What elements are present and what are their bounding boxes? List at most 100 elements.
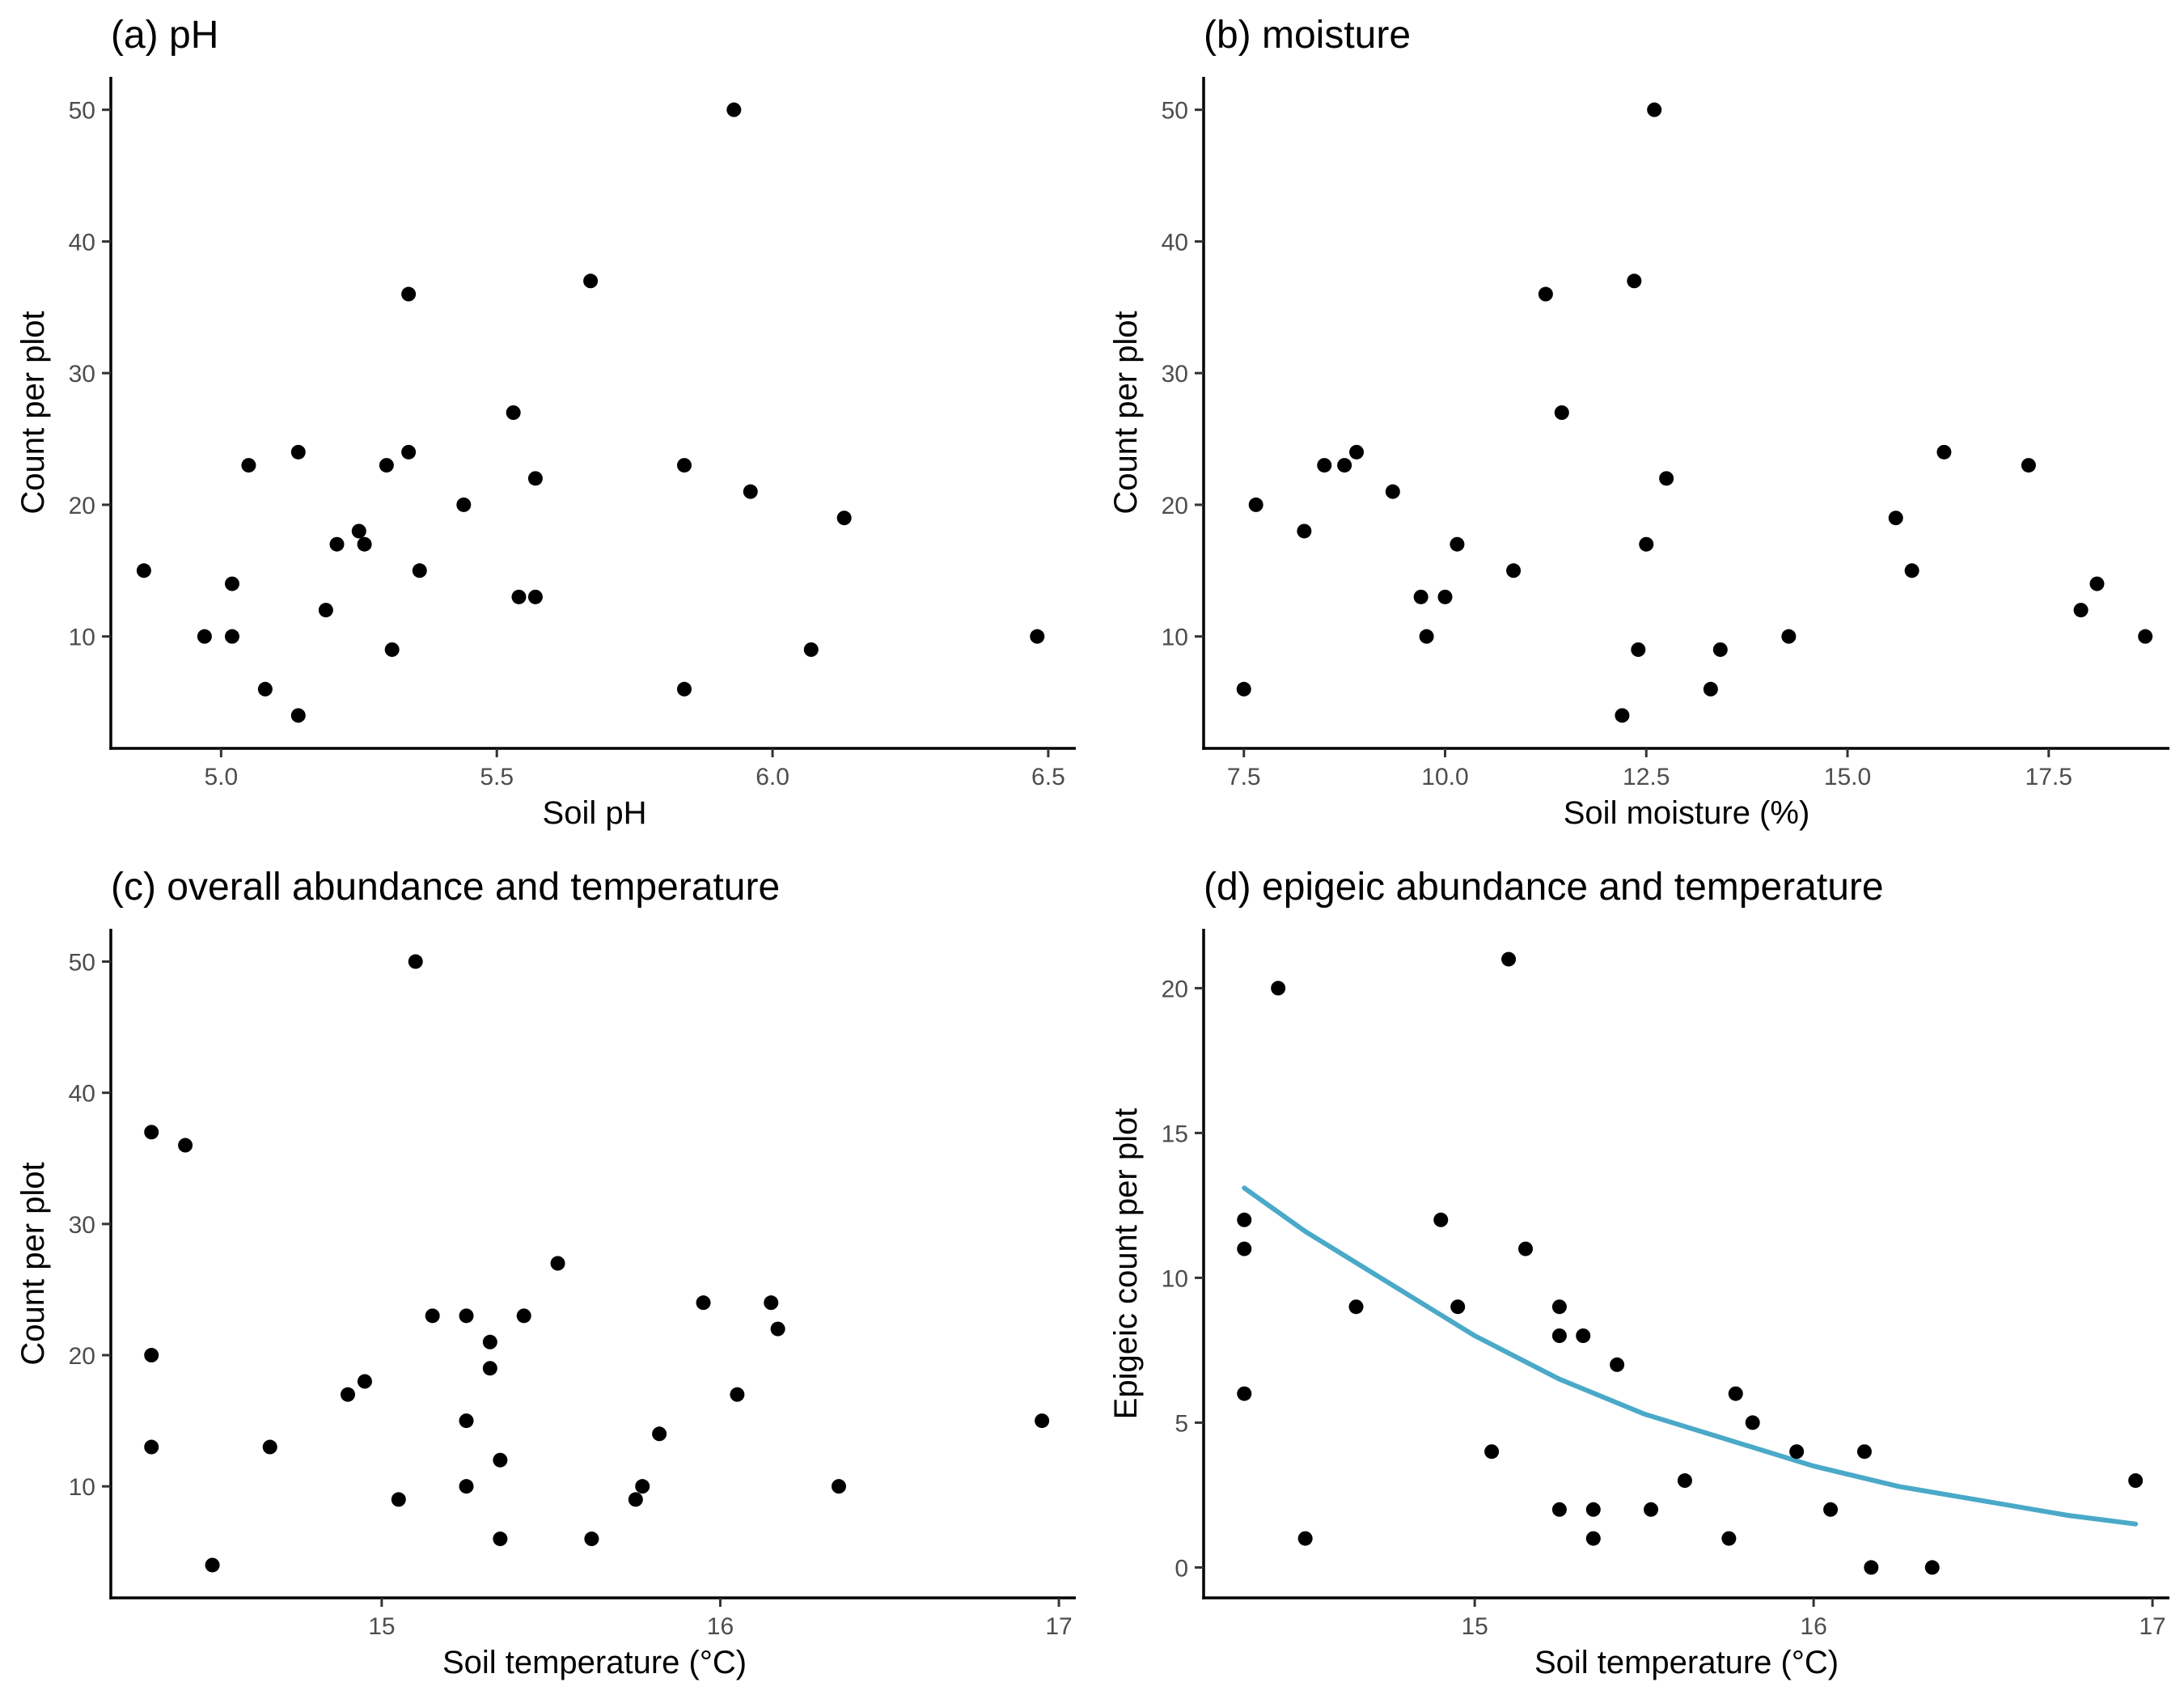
y-tick-label: 20 xyxy=(1162,976,1188,1002)
data-point xyxy=(743,484,758,499)
data-point xyxy=(178,1138,193,1153)
data-point xyxy=(482,1334,497,1349)
panel-title: (b) moisture xyxy=(1204,14,1411,57)
y-tick-label: 30 xyxy=(69,361,95,388)
y-tick-label: 50 xyxy=(69,98,95,125)
data-point xyxy=(1924,1560,1940,1575)
data-point xyxy=(1703,681,1718,697)
data-point xyxy=(1337,458,1352,473)
data-point xyxy=(511,589,527,604)
x-tick-label: 6.0 xyxy=(756,764,789,790)
panel-title: (d) epigeic abundance and temperature xyxy=(1204,866,1884,909)
y-tick-label: 0 xyxy=(1175,1555,1188,1582)
data-point xyxy=(1864,1560,1879,1575)
panel-c-overall-abundance: (c) overall abundance and temperature So… xyxy=(15,866,1076,1680)
data-point xyxy=(384,642,400,657)
x-tick-label: 17 xyxy=(2139,1613,2165,1640)
data-point xyxy=(1644,1502,1659,1517)
y-tick-label: 10 xyxy=(1162,625,1188,651)
x-tick-label: 10.0 xyxy=(1421,764,1468,790)
x-tick-label: 5.0 xyxy=(204,764,238,790)
data-point xyxy=(401,444,417,460)
x-tick-label: 15 xyxy=(368,1613,395,1640)
data-point xyxy=(1627,273,1642,289)
data-point xyxy=(493,1532,508,1547)
data-point xyxy=(2128,1473,2144,1489)
data-point xyxy=(493,1452,508,1468)
data-point xyxy=(341,1387,356,1402)
data-point xyxy=(527,471,543,486)
data-point xyxy=(1647,102,1662,117)
data-point xyxy=(262,1439,277,1455)
panel-a-ph: (a) pH Soil pH Count per plot 5.0 5.5 6.0 6… xyxy=(15,14,1076,831)
data-point xyxy=(1237,1386,1252,1401)
data-point xyxy=(1297,1531,1313,1546)
x-axis-label: Soil temperature (°C) xyxy=(1534,1645,1839,1680)
data-point xyxy=(628,1492,643,1507)
data-point xyxy=(1856,1444,1872,1460)
data-point xyxy=(1413,589,1428,604)
data-point xyxy=(506,405,521,420)
y-tick-label: 40 xyxy=(69,229,95,256)
data-point xyxy=(1551,1299,1567,1315)
data-point xyxy=(1904,563,1919,578)
data-point xyxy=(456,497,472,512)
data-point xyxy=(401,286,417,302)
data-point xyxy=(379,458,394,473)
y-axis-label: Count per plot xyxy=(15,311,51,514)
data-point xyxy=(318,603,333,618)
data-point xyxy=(726,102,742,117)
data-point xyxy=(676,458,692,473)
data-point xyxy=(290,708,306,723)
data-point xyxy=(1506,563,1522,578)
data-point xyxy=(144,1125,159,1140)
data-point xyxy=(1450,536,1465,552)
x-tick-label: 15 xyxy=(1461,1613,1488,1640)
data-point xyxy=(550,1256,565,1271)
data-point xyxy=(770,1321,785,1337)
data-point xyxy=(1237,1241,1252,1256)
data-point xyxy=(197,629,212,644)
data-point xyxy=(696,1295,711,1311)
data-point xyxy=(1518,1241,1533,1256)
y-tick-label: 50 xyxy=(1162,98,1188,125)
y-axis-label: Count per plot xyxy=(1108,311,1144,514)
panel-b-moisture: (b) moisture Soil moisture (%) Count per… xyxy=(1108,14,2169,831)
data-point xyxy=(1554,405,1569,420)
panel-d-epigeic-abundance: (d) epigeic abundance and temperature So… xyxy=(1108,866,2169,1680)
y-tick-label: 10 xyxy=(69,625,95,651)
data-point xyxy=(1348,1299,1364,1315)
y-tick-label: 50 xyxy=(69,950,95,977)
x-axis-label: Soil pH xyxy=(543,795,647,831)
data-point xyxy=(144,1348,159,1363)
data-point xyxy=(1248,497,1263,512)
data-point xyxy=(2021,458,2036,473)
data-point xyxy=(1433,1212,1449,1227)
data-point xyxy=(583,273,599,289)
x-tick-label: 12.5 xyxy=(1623,764,1670,790)
data-point xyxy=(205,1557,220,1573)
data-point xyxy=(1781,629,1797,644)
data-point xyxy=(459,1479,474,1494)
data-point xyxy=(1728,1386,1743,1401)
data-point xyxy=(527,589,543,604)
data-point xyxy=(1639,536,1654,552)
y-tick-label: 40 xyxy=(1162,229,1188,256)
data-point xyxy=(241,458,256,473)
y-tick-label: 15 xyxy=(1162,1121,1188,1147)
data-point xyxy=(2073,603,2089,618)
data-point xyxy=(136,563,151,578)
data-point xyxy=(1349,444,1365,460)
data-point xyxy=(2089,576,2105,591)
y-tick-label: 20 xyxy=(69,493,95,519)
data-point xyxy=(1745,1415,1760,1430)
y-tick-label: 30 xyxy=(1162,361,1188,388)
data-point xyxy=(1551,1328,1567,1344)
data-point xyxy=(459,1413,474,1429)
y-tick-label: 30 xyxy=(69,1212,95,1239)
data-point xyxy=(652,1426,667,1442)
data-point xyxy=(2138,629,2153,644)
data-point xyxy=(1538,286,1553,302)
data-point xyxy=(1712,642,1728,657)
data-point xyxy=(1610,1357,1625,1372)
